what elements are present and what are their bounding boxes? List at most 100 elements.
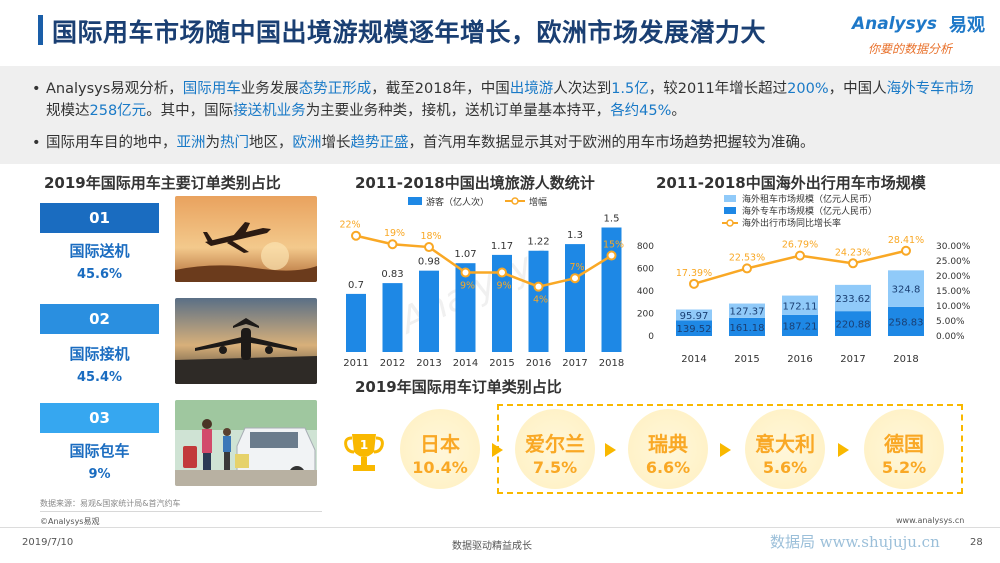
dest-circle-5 — [864, 409, 944, 489]
y-right-tick-2: 10.00% — [936, 302, 971, 312]
x-tick-2015: 2015 — [734, 354, 759, 365]
highlight: 接送机业务 — [233, 103, 306, 119]
logo-cn: 易观 — [949, 15, 985, 36]
highlight: 1.5亿 — [611, 81, 649, 97]
text: 。其中，国际 — [146, 103, 234, 119]
order-pct-1: 45.6% — [76, 267, 123, 282]
bar-2011 — [346, 293, 366, 352]
text: 业务发展 — [240, 81, 299, 97]
highlight: 出境游 — [509, 81, 554, 97]
y-right-tick-6: 30.00% — [936, 242, 971, 252]
text: ，较2011年增长超过 — [648, 81, 788, 97]
bar-zuche-2018 — [888, 270, 924, 307]
dest-pct-4: 5.6% — [762, 458, 808, 477]
legend-swatch-tourists — [408, 197, 422, 205]
bar-zuche-2015 — [729, 303, 765, 318]
bar-value-2018: 1.5 — [604, 214, 620, 225]
bar-value-2012: 0.83 — [381, 269, 403, 280]
airplane-sunset-photo — [175, 196, 317, 282]
order-num-2: 02 — [40, 304, 159, 334]
rental-legend: 海外租车市场规模（亿元人民币）海外专车市场规模（亿元人民币）海外出行市场同比增长… — [722, 193, 877, 229]
text: 地区， — [249, 135, 293, 151]
growth-point-2013 — [424, 242, 434, 253]
growth-label-2014: 17.39% — [676, 268, 712, 279]
arrow-icon — [838, 443, 849, 457]
highlight: 态势正形成 — [298, 81, 372, 97]
order-section-title: 2019年国际用车主要订单类别占比 — [44, 174, 281, 192]
bar-value-2011: 0.7 — [348, 280, 364, 291]
y-right-tick-4: 20.00% — [936, 272, 971, 282]
highlight: 各约45% — [610, 103, 672, 119]
dest-name-5: 德国 — [884, 432, 924, 456]
order-num-1: 01 — [40, 203, 159, 233]
order-name-1: 国际送机 — [69, 242, 130, 260]
dest-pct-1: 10.4% — [412, 458, 468, 477]
y-left-tick-200: 200 — [637, 310, 654, 320]
rental-y-axis-right: 0.00% 5.00% 10.00% 15.00% 20.00% 25.00% 30.00% — [936, 242, 971, 342]
text: ，中国人 — [828, 81, 887, 97]
footer-divider — [40, 511, 322, 512]
tourist-x-axis: 2011 2012 2013 2014 2015 2016 2017 2018 — [343, 358, 624, 369]
value-zhuanche-2018: 258.83 — [889, 317, 924, 328]
legend-label-tourists: 游客（亿人次） — [426, 196, 489, 208]
bar-value-2016: 1.22 — [527, 237, 549, 248]
value-zuche-2017: 233.62 — [836, 294, 871, 305]
highlight: 国际用车 — [182, 81, 241, 97]
value-zhuanche-2014: 139.52 — [677, 324, 712, 335]
x-tick-2015: 2015 — [489, 358, 514, 369]
svg-text:1: 1 — [360, 438, 368, 452]
bar-zhuanche-2017 — [835, 311, 871, 336]
x-tick-2014: 2014 — [681, 354, 706, 365]
text: 为 — [205, 135, 221, 151]
value-zuche-2018: 324.8 — [892, 285, 921, 296]
rental-x-axis: 2014 2015 2016 2017 2018 — [681, 354, 918, 365]
bar-2015 — [492, 254, 512, 352]
value-zuche-2016: 172.11 — [783, 301, 818, 312]
rental-chart-title: 2011-2018中国海外出行用车市场规模 — [656, 174, 926, 192]
dest-section-title: 2019年国际用车订单类别占比 — [355, 378, 562, 396]
growth-point-2014 — [689, 278, 699, 289]
tourist-growth-line: 22% 19% 18% 9% 9% 4% 7% 15% — [339, 220, 624, 306]
growth-point-2016 — [533, 281, 544, 292]
highlight: 欧洲 — [292, 135, 322, 151]
value-zhuanche-2017: 220.88 — [836, 320, 871, 331]
legend-swatch-0 — [724, 195, 736, 202]
growth-label-2016: 4% — [533, 295, 548, 306]
x-tick-2012: 2012 — [380, 358, 405, 369]
data-source: 数据来源：易观&国家统计局&首汽约车 — [40, 499, 181, 508]
page-title: 国际用车市场随中国出境游规模逐年增长，欧洲市场发展潜力大 — [52, 18, 767, 47]
arrow-icon — [605, 443, 616, 457]
bar-value-2015: 1.17 — [491, 241, 513, 252]
summary-panel: • Analysys易观分析，国际用车业务发展态势正形成，截至2018年，中国出… — [0, 66, 1000, 164]
bar-2013 — [419, 270, 439, 352]
airplane-runway-photo — [175, 298, 317, 384]
legend-label-0: 海外租车市场规模（亿元人民币） — [742, 193, 877, 205]
y-left-tick-0: 0 — [648, 332, 654, 342]
growth-label-2018: 15% — [603, 240, 624, 251]
y-right-tick-1: 5.00% — [936, 317, 965, 327]
growth-point-2015 — [742, 263, 752, 274]
dest-name-4: 意大利 — [755, 432, 815, 456]
tourist-legend: 游客（亿人次） 增幅 — [408, 196, 547, 208]
rental-growth-line: 17.39% 22.53% 26.79% 24.23% 28.41% — [676, 235, 924, 289]
family-car-photo — [175, 400, 317, 486]
bar-zhuanche-2014 — [676, 320, 712, 336]
highlight: 海外专车市场 — [886, 81, 974, 97]
order-name-2: 国际接机 — [69, 345, 130, 363]
x-tick-2013: 2013 — [416, 358, 441, 369]
order-pct-3: 9% — [88, 467, 111, 482]
highlight: 趋势正盛 — [350, 135, 409, 151]
growth-label-2015: 22.53% — [729, 252, 765, 263]
bar-value-2017: 1.3 — [567, 230, 583, 241]
y-right-tick-5: 25.00% — [936, 257, 971, 267]
growth-point-2016 — [795, 250, 805, 261]
legend-label-2: 海外出行市场同比增长率 — [742, 217, 841, 229]
summary-bullet-1: • Analysys易观分析，国际用车业务发展态势正形成，截至2018年，中国出… — [32, 81, 974, 119]
watermark-site: 数据局 www.shujuju.cn — [770, 533, 940, 551]
value-zuche-2015: 127.37 — [730, 307, 765, 318]
copyright: ©Analysys易观 — [40, 517, 100, 526]
y-left-tick-800: 800 — [637, 242, 654, 252]
growth-point-2015 — [497, 267, 507, 278]
rental-bars: 139.52 95.97 161.18 127.37 187.21 172.11 220.8… — [676, 270, 924, 336]
dest-pct-2: 7.5% — [532, 458, 578, 477]
